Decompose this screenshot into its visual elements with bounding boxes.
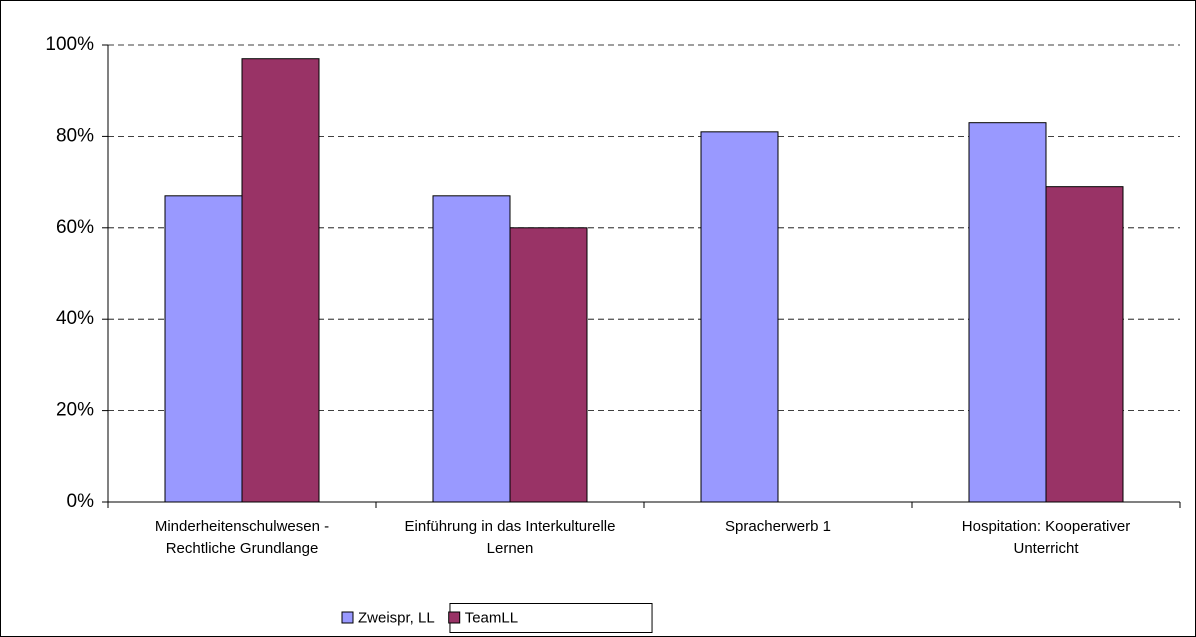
bar xyxy=(432,195,511,503)
legend-swatch xyxy=(448,611,461,624)
bar xyxy=(509,227,588,503)
legend-swatch xyxy=(341,611,354,624)
y-tick-label: 100% xyxy=(45,34,94,55)
y-tick-label: 60% xyxy=(56,217,94,238)
y-tick-label: 0% xyxy=(67,491,95,512)
bar xyxy=(164,195,243,503)
y-tick-label: 20% xyxy=(56,400,94,421)
x-tick-label: Hospitation: Kooperativer Unterricht xyxy=(961,518,1131,557)
bar xyxy=(700,131,779,503)
y-tick-label: 40% xyxy=(56,308,94,329)
x-tick-label: Spracherwerb 1 xyxy=(725,518,831,535)
legend-label: TeamLL xyxy=(465,609,518,626)
bar xyxy=(1045,186,1124,503)
bar xyxy=(241,58,320,503)
y-tick-label: 80% xyxy=(56,125,94,146)
x-tick-label: Minderheitenschulwesen - Rechtliche Grun… xyxy=(154,518,330,557)
legend-label: Zweispr, LL xyxy=(358,609,435,626)
x-tick-label: Einführung in das Interkulturelle Lernen xyxy=(404,518,616,557)
bar xyxy=(968,122,1047,503)
